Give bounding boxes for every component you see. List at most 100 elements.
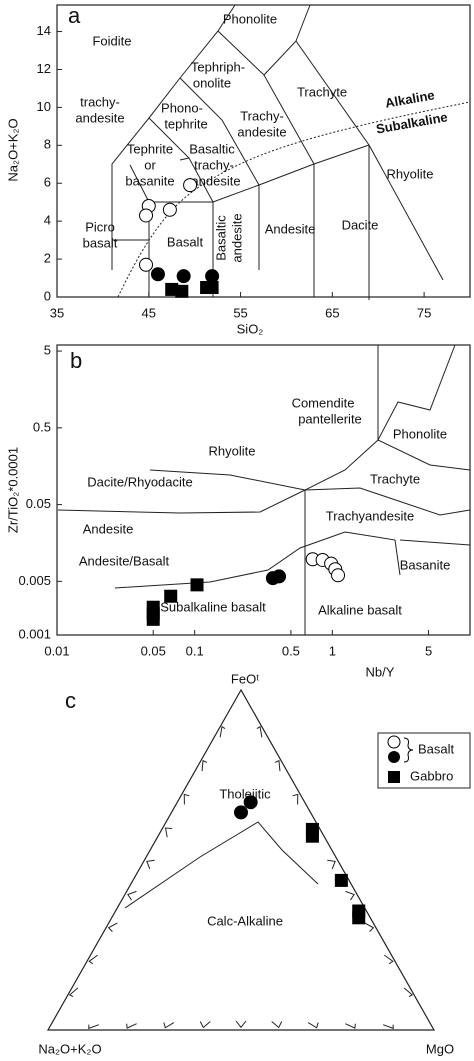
data-point [205, 281, 219, 295]
ternary-tick [183, 793, 190, 805]
ternary-tick [88, 1024, 100, 1030]
y-axis-label: Na₂O+K₂O [5, 118, 20, 181]
vertex-label: Na₂O+K₂O [38, 1041, 101, 1056]
field-label: Phono- [161, 100, 203, 115]
field-label: Tholeiitic [219, 786, 271, 801]
y-tick-label: 12 [37, 61, 51, 76]
y-tick-label: 0.005 [18, 573, 51, 588]
data-point [190, 578, 204, 592]
data-point [139, 257, 154, 272]
ternary-tick [364, 922, 375, 932]
field-label: Subalkaline [375, 109, 449, 136]
field-label: Dacite/Rhyodacite [87, 474, 193, 489]
field-label: Andesite [265, 221, 316, 236]
field-label: Phonolite [223, 11, 277, 26]
panel-letter: b [70, 348, 82, 373]
x-tick-label: 65 [325, 305, 339, 320]
data-point [183, 178, 198, 193]
field-label: or [144, 157, 156, 172]
field-label: Dacite [342, 217, 379, 232]
y-tick-label: 0 [44, 288, 51, 303]
data-point [139, 208, 154, 223]
ternary-frame [46, 688, 436, 1031]
field-label: Rhyolite [209, 443, 256, 458]
field-label: Rhyolite [387, 166, 434, 181]
ternary-boundary [124, 821, 319, 909]
field-label: Andesite/Basalt [79, 553, 170, 568]
ternary-tick [256, 725, 263, 738]
data-point [305, 829, 319, 843]
data-point [272, 569, 287, 584]
field-label: Basaltic [189, 141, 235, 156]
x-axis-label: SiO₂ [237, 321, 264, 336]
legend-marker [388, 771, 400, 783]
ternary-tick [307, 1022, 319, 1029]
legend-marker [387, 735, 401, 749]
data-point [352, 911, 366, 925]
ternary-tick [292, 793, 299, 805]
data-point [334, 873, 348, 887]
field-label: Trachy- [240, 108, 284, 123]
ternary-tick [345, 1023, 356, 1029]
ternary-tick [199, 1021, 211, 1029]
field-label: Alkaline [384, 87, 436, 110]
field-label: Basanite [400, 557, 451, 572]
field-label: tephrite [164, 116, 207, 131]
field-label: andesite [75, 110, 124, 125]
field-label: Foidite [92, 33, 131, 48]
field-label: Trachyte [297, 84, 347, 99]
data-point [165, 282, 179, 296]
x-tick-label: 1 [329, 643, 336, 658]
field-label: andesite [191, 173, 240, 188]
ternary-tick [403, 987, 414, 998]
data-point [234, 805, 248, 820]
x-tick-label: 5 [425, 643, 432, 658]
field-label: Basalt [167, 234, 204, 249]
data-point [243, 795, 258, 810]
y-tick-label: 0.001 [18, 626, 51, 641]
legend-marker [388, 751, 400, 763]
x-tick-label: 55 [233, 305, 247, 320]
ternary-tick [146, 859, 155, 870]
x-tick-label: 0.1 [186, 643, 204, 658]
x-tick-label: 0.01 [44, 643, 69, 658]
field-label: pantellerite [298, 411, 362, 426]
panel-letter: a [68, 3, 81, 28]
y-tick-label: 6 [44, 175, 51, 190]
ternary-tick [164, 827, 173, 838]
field-label: Subalkaline basalt [160, 599, 266, 614]
ternary-tick [163, 1022, 175, 1029]
data-point [331, 568, 346, 583]
data-point [176, 269, 191, 284]
x-tick-label: 35 [50, 305, 64, 320]
field-label: Picro [85, 219, 115, 234]
ternary-tick [127, 890, 137, 901]
ternary-tick [126, 1023, 137, 1029]
field-label: Calc-Alkaline [207, 913, 283, 928]
y-tick-label: 2 [44, 251, 51, 266]
x-tick-label: 0.05 [141, 643, 166, 658]
ternary-tick [219, 725, 226, 738]
y-tick-label: 14 [37, 23, 51, 38]
y-tick-label: 8 [44, 137, 51, 152]
plot-frame [56, 344, 471, 636]
ternary-tick [235, 1020, 247, 1029]
ternary-tick [271, 1021, 283, 1029]
ternary-tick [274, 759, 281, 772]
y-tick-label: 0.05 [26, 496, 51, 511]
field-label: basalt [83, 235, 118, 250]
ternary-tick [107, 922, 118, 932]
x-tick-label: 45 [142, 305, 156, 320]
data-point [175, 284, 189, 298]
vertex-label: FeOᵗ [231, 671, 259, 686]
vertex-label: MgO [426, 1041, 454, 1056]
legend-brace [403, 737, 414, 763]
field-label: Comendite [292, 395, 355, 410]
field-label: trachy- [80, 94, 120, 109]
data-point [164, 589, 178, 603]
ternary-tick [201, 759, 208, 772]
y-tick-label: 5 [44, 343, 51, 358]
field-label: Tephrite [127, 141, 173, 156]
panel-letter: c [65, 688, 76, 713]
